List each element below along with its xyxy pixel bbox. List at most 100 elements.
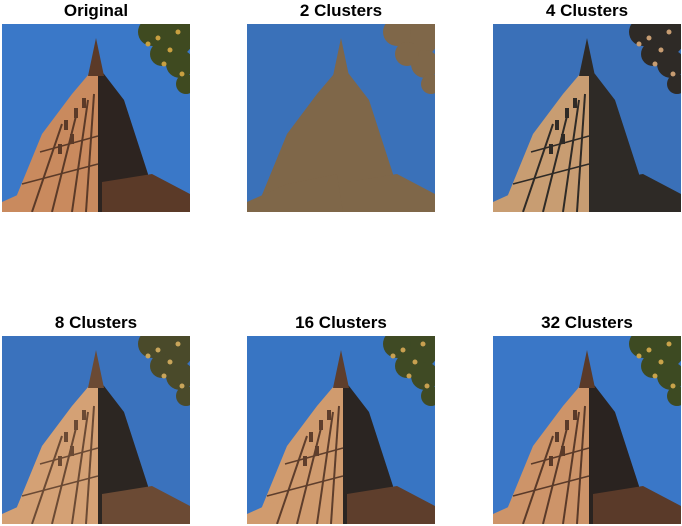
tower-windows <box>549 410 577 466</box>
tower-windows <box>58 410 86 466</box>
window <box>555 432 559 442</box>
band-line <box>39 447 99 465</box>
window <box>82 410 86 420</box>
tower-shadow-face <box>98 380 148 524</box>
leaf-highlight <box>658 359 664 365</box>
tower-image-16-clusters <box>247 336 435 524</box>
leaf-highlight <box>161 373 167 379</box>
foliage-blob <box>629 24 657 46</box>
leaf-highlight <box>175 341 181 347</box>
window <box>315 446 319 456</box>
tower-lit-face <box>10 68 98 212</box>
leaf-highlight <box>670 71 676 77</box>
window <box>58 456 62 466</box>
leaf-highlight <box>412 359 418 365</box>
cornice-bands <box>266 447 344 497</box>
rib-line <box>576 93 586 212</box>
panel-title: 16 Clusters <box>295 313 387 332</box>
rib-line <box>71 99 89 212</box>
leaf-highlight <box>420 341 426 347</box>
leaf-highlight <box>390 353 396 359</box>
tower-shadow-face <box>98 68 148 212</box>
window <box>549 144 553 154</box>
tower-lit-face <box>501 380 589 524</box>
tower-lit-face <box>501 68 589 212</box>
tower-ribs <box>276 405 340 524</box>
window <box>303 456 307 466</box>
window <box>70 446 74 456</box>
window <box>565 108 569 118</box>
leaf-highlight <box>652 61 658 67</box>
tower-shadow-face <box>589 68 639 212</box>
window <box>555 120 559 130</box>
band-line <box>530 135 590 153</box>
tower-shadow-face <box>343 380 393 524</box>
leaf-highlight <box>670 383 676 389</box>
tower-lit-face <box>255 68 343 212</box>
window <box>561 134 565 144</box>
foliage-blob <box>176 74 190 94</box>
band-line <box>21 163 99 185</box>
leaf-highlight <box>636 41 642 47</box>
tree-foliage <box>629 336 681 406</box>
nave-roof <box>593 174 681 212</box>
rib-line <box>562 99 580 212</box>
band-line <box>284 447 344 465</box>
band-line <box>21 475 99 497</box>
tower-lit-face <box>10 380 98 524</box>
leaf-highlight <box>658 47 664 53</box>
foliage-blob <box>150 354 174 378</box>
foliage-blob <box>395 354 419 378</box>
cornice-bands <box>512 135 590 185</box>
tree-foliage <box>629 24 681 94</box>
leaf-highlight <box>175 29 181 35</box>
leaf-highlight <box>646 35 652 41</box>
band-line <box>266 475 344 497</box>
nave-roof <box>102 486 190 524</box>
nave-roof <box>593 486 681 524</box>
tree-foliage <box>138 24 190 94</box>
tower-ribs <box>522 93 586 212</box>
tower-windows <box>303 410 331 466</box>
foliage-blob <box>176 386 190 406</box>
rib-line <box>85 405 95 524</box>
leaf-highlight <box>400 347 406 353</box>
tower-image-8-clusters <box>2 336 190 524</box>
window <box>58 144 62 154</box>
tower-spire <box>579 38 595 76</box>
window <box>70 134 74 144</box>
leaf-highlight <box>646 347 652 353</box>
tower-image-2-clusters <box>247 24 435 212</box>
rib-line <box>31 123 63 212</box>
tower-spire <box>579 350 595 388</box>
foliage-blob <box>667 74 681 94</box>
foliage-blob <box>138 24 166 46</box>
leaf-highlight <box>652 373 658 379</box>
rib-line <box>71 411 89 524</box>
tower-spire <box>333 38 349 76</box>
foliage-blob <box>383 24 411 46</box>
nave-roof <box>347 486 435 524</box>
nave-roof <box>347 174 435 212</box>
rib-line <box>296 427 322 524</box>
cornice-bands <box>512 447 590 497</box>
cornice-bands <box>21 447 99 497</box>
window <box>573 410 577 420</box>
tree-foliage <box>383 24 435 94</box>
rib-line <box>51 115 77 212</box>
tower-image-4-clusters <box>493 24 681 212</box>
foliage-blob <box>667 386 681 406</box>
leaf-highlight <box>424 383 430 389</box>
leaf-highlight <box>666 341 672 347</box>
panel-title: 32 Clusters <box>541 313 633 332</box>
tower-ribs <box>522 405 586 524</box>
leaf-highlight <box>155 35 161 41</box>
tower-spire <box>88 350 104 388</box>
foliage-blob <box>421 386 435 406</box>
rib-line <box>51 427 77 524</box>
window <box>561 446 565 456</box>
band-line <box>530 447 590 465</box>
window <box>64 432 68 442</box>
tower-spire <box>88 38 104 76</box>
foliage-blob <box>150 42 174 66</box>
